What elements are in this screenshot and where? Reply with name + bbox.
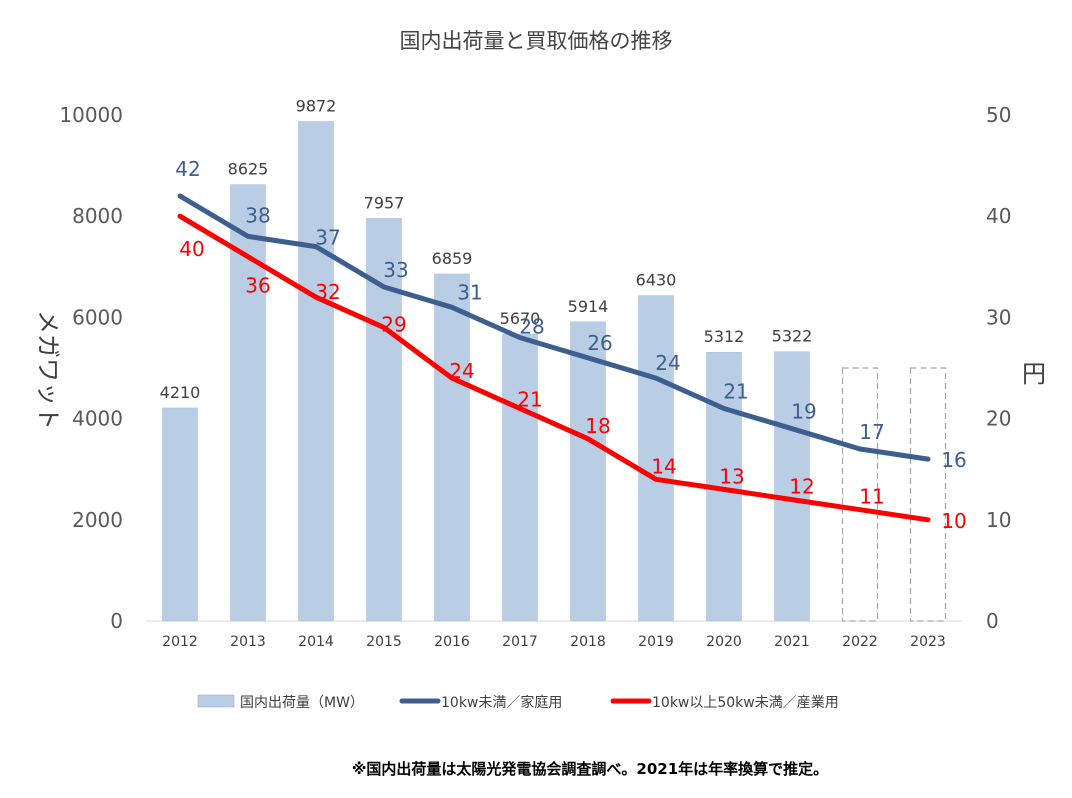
bar-labels-group: 4210 8625 9872 7957 6859 5670 5914 6430 5312 5322 bbox=[160, 96, 813, 401]
y-left-tick-label: 2000 bbox=[72, 508, 123, 532]
line-data-label-industrial: 21 bbox=[517, 387, 542, 411]
legend-bar-swatch bbox=[197, 694, 235, 708]
line-labels-group: 42 38 37 33 31 28 26 24 21 19 17 16 40 36 32 29 24 21 18 14… bbox=[175, 157, 966, 533]
bar-data-label: 5914 bbox=[568, 297, 609, 316]
line-data-label-industrial: 40 bbox=[179, 237, 204, 261]
line-data-label-household: 19 bbox=[791, 400, 816, 424]
y-axis-left-title: メガワット bbox=[34, 310, 62, 430]
line-data-label-industrial: 14 bbox=[651, 454, 676, 478]
line-data-label-industrial: 11 bbox=[859, 485, 884, 509]
x-tick-label: 2012 bbox=[162, 634, 198, 650]
x-tick-label: 2021 bbox=[774, 634, 810, 650]
y-left-tick-label: 6000 bbox=[72, 305, 123, 329]
line-data-label-household: 28 bbox=[519, 315, 544, 339]
line-data-label-household: 24 bbox=[655, 351, 680, 375]
x-tick-label: 2020 bbox=[706, 634, 742, 650]
line-data-label-industrial: 32 bbox=[315, 280, 340, 304]
line-data-label-industrial: 18 bbox=[585, 414, 610, 438]
legend-bar-label: 国内出荷量（MW） bbox=[240, 695, 364, 711]
bar bbox=[774, 351, 810, 622]
line-data-label-household: 31 bbox=[457, 280, 482, 304]
y-axis-right-title: 円 bbox=[1022, 360, 1046, 388]
bar bbox=[298, 121, 334, 622]
line-data-label-industrial: 13 bbox=[719, 464, 744, 488]
bar-data-label: 6430 bbox=[636, 271, 677, 290]
x-tick-label: 2014 bbox=[298, 634, 334, 650]
y-axis-right: 0 10 20 30 40 50 bbox=[986, 103, 1011, 633]
y-right-tick-label: 20 bbox=[986, 407, 1011, 431]
x-tick-label: 2022 bbox=[842, 634, 878, 650]
bar bbox=[502, 333, 538, 622]
y-left-tick-label: 10000 bbox=[59, 103, 123, 127]
x-tick-label: 2018 bbox=[570, 634, 606, 650]
y-right-tick-label: 30 bbox=[986, 305, 1011, 329]
line-series-household bbox=[177, 193, 931, 462]
line-data-label-industrial: 24 bbox=[449, 359, 474, 383]
y-right-tick-label: 10 bbox=[986, 508, 1011, 532]
line-data-label-household: 26 bbox=[587, 331, 612, 355]
x-tick-label: 2017 bbox=[502, 634, 538, 650]
line-data-label-household: 38 bbox=[245, 203, 270, 227]
bar-data-label: 6859 bbox=[432, 249, 473, 268]
y-right-tick-label: 0 bbox=[986, 609, 999, 633]
line-data-label-industrial: 36 bbox=[245, 274, 270, 298]
line-data-label-household: 16 bbox=[941, 448, 966, 472]
bar-data-label: 5312 bbox=[704, 327, 745, 346]
y-right-tick-label: 50 bbox=[986, 103, 1011, 127]
x-tick-label: 2019 bbox=[638, 634, 674, 650]
line-data-label-industrial: 29 bbox=[381, 313, 406, 337]
bars-group bbox=[162, 121, 947, 622]
x-tick-label: 2016 bbox=[434, 634, 470, 650]
x-axis: 2012 2013 2014 2015 2016 2017 2018 2019 2020 2021… bbox=[162, 634, 946, 650]
legend-blue-label: 10kw未満／家庭用 bbox=[441, 694, 562, 711]
y-left-tick-label: 8000 bbox=[72, 204, 123, 228]
line-data-label-household: 37 bbox=[315, 226, 340, 250]
bar-data-label: 8625 bbox=[228, 160, 269, 179]
y-axis-left: 0 2000 4000 6000 8000 10000 bbox=[59, 103, 123, 633]
line-data-label-industrial: 12 bbox=[789, 475, 814, 499]
x-tick-label: 2013 bbox=[230, 634, 266, 650]
bar bbox=[434, 273, 470, 622]
y-right-tick-label: 40 bbox=[986, 204, 1011, 228]
bar-placeholder bbox=[909, 367, 947, 622]
footnote: ※国内出荷量は太陽光発電協会調査調べ。2021年は年率換算で推定。 bbox=[352, 760, 828, 778]
line-data-label-household: 17 bbox=[859, 420, 884, 444]
bar-data-label: 5670 bbox=[500, 309, 541, 328]
bar-data-label: 9872 bbox=[296, 96, 337, 115]
bar bbox=[638, 295, 674, 622]
x-tick-label: 2015 bbox=[366, 634, 402, 650]
bar-data-label: 5322 bbox=[772, 327, 813, 346]
legend: 国内出荷量（MW） 10kw未満／家庭用 10kw以上50kw未満／産業用 bbox=[197, 694, 839, 711]
legend-red-label: 10kw以上50kw未満／産業用 bbox=[652, 695, 839, 711]
line-data-label-household: 33 bbox=[383, 258, 408, 282]
bar bbox=[570, 321, 606, 622]
x-tick-label: 2023 bbox=[910, 634, 946, 650]
bar-data-label: 4210 bbox=[160, 383, 201, 402]
chart-title: 国内出荷量と買取価格の推移 bbox=[400, 29, 673, 53]
lines-group bbox=[177, 193, 931, 523]
line-data-label-household: 42 bbox=[175, 157, 200, 181]
y-left-tick-label: 0 bbox=[110, 609, 123, 633]
line-data-label-industrial: 10 bbox=[941, 509, 966, 533]
bar bbox=[162, 407, 198, 622]
y-left-tick-label: 4000 bbox=[72, 407, 123, 431]
line-data-label-household: 21 bbox=[723, 379, 748, 403]
bar-data-label: 7957 bbox=[364, 193, 405, 212]
bar-placeholder bbox=[841, 367, 879, 622]
line-series-industrial bbox=[177, 213, 931, 523]
